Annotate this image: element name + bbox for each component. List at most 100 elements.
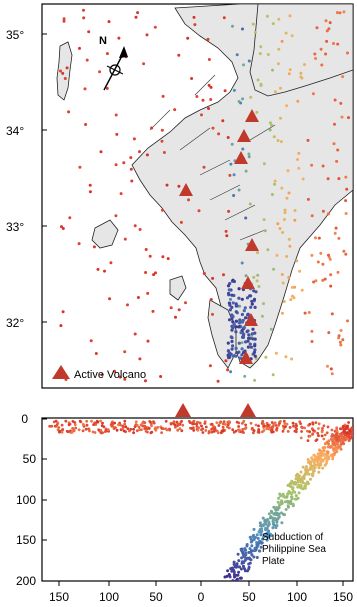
earthquake-dot [192, 15, 196, 19]
earthquake-dot [143, 421, 147, 424]
earthquake-dot [187, 198, 190, 202]
earthquake-dot [138, 357, 142, 361]
earthquake-dot [290, 357, 294, 361]
earthquake-dot [239, 430, 243, 434]
earthquake-dot [281, 429, 285, 433]
earthquake-dot [297, 476, 301, 480]
earthquake-dot [319, 47, 323, 51]
earthquake-dot [134, 420, 138, 424]
earthquake-dot [77, 428, 81, 432]
earthquake-dot [67, 423, 71, 427]
earthquake-dot [188, 421, 192, 424]
earthquake-dot [129, 167, 133, 171]
earthquake-dot [351, 434, 353, 438]
earthquake-dot [92, 245, 96, 249]
earthquake-dot [176, 428, 180, 432]
earthquake-dot [226, 423, 230, 427]
earthquake-dot [229, 370, 233, 374]
volcano-icon [241, 276, 255, 289]
earthquake-dot [197, 426, 201, 430]
earthquake-dot [262, 162, 266, 166]
earthquake-dot [305, 472, 309, 476]
earthquake-dot [326, 177, 330, 181]
earthquake-dot [150, 424, 153, 428]
earthquake-dot [307, 311, 311, 314]
earthquake-dot [296, 158, 299, 161]
earthquake-dot [345, 187, 349, 191]
earthquake-dot [143, 425, 147, 428]
earthquake-dot [222, 420, 226, 423]
earthquake-dot [303, 426, 306, 430]
earthquake-dot [242, 553, 246, 557]
earthquake-dot [218, 421, 222, 425]
earthquake-dot [215, 421, 219, 424]
earthquake-dot [147, 427, 151, 430]
earthquake-dot [72, 429, 76, 433]
earthquake-dot [265, 14, 269, 18]
earthquake-dot [325, 39, 329, 43]
earthquake-dot [335, 11, 339, 15]
earthquake-dot [237, 425, 241, 428]
earthquake-dot [297, 491, 301, 495]
earthquake-dot [339, 101, 343, 105]
north-arrow-icon: N [99, 35, 128, 91]
earthquake-dot [227, 291, 231, 295]
earthquake-dot [84, 123, 88, 126]
earthquake-dot [150, 126, 154, 130]
earthquake-dot [250, 302, 254, 306]
earthquake-dot [53, 424, 57, 428]
distance-label-6: 100 [287, 590, 307, 604]
earthquake-dot [273, 182, 277, 186]
earthquake-dot [293, 218, 297, 222]
earthquake-dot [83, 87, 87, 91]
earthquake-dot [216, 379, 220, 383]
earthquake-dot [237, 325, 241, 329]
earthquake-dot [306, 439, 310, 442]
earthquake-dot [232, 560, 236, 564]
earthquake-dot [345, 431, 349, 435]
earthquake-dot [96, 267, 100, 271]
earthquake-dot [249, 537, 253, 541]
earthquake-dot [96, 420, 100, 424]
earthquake-dot [271, 68, 274, 72]
distance-label-7: 150 [333, 590, 353, 604]
earthquake-dot [334, 445, 338, 449]
earthquake-dot [246, 345, 250, 349]
earthquake-dot [297, 474, 301, 478]
earthquake-dot [313, 454, 317, 458]
earthquake-dot [226, 353, 230, 357]
earthquake-dot [344, 199, 348, 203]
earthquake-dot [235, 351, 239, 355]
earthquake-dot [210, 430, 214, 434]
earthquake-dot [226, 136, 230, 139]
earthquake-dot [99, 419, 102, 423]
koshiki-islands [169, 275, 187, 301]
earthquake-dot [277, 505, 281, 509]
earthquake-dot [246, 339, 250, 343]
earthquake-dot [224, 229, 228, 233]
earthquake-dot [244, 169, 248, 173]
earthquake-dot [245, 544, 249, 548]
earthquake-dot [192, 419, 196, 423]
earthquake-dot [221, 425, 225, 429]
earthquake-dot [264, 526, 268, 530]
earthquake-dot [58, 429, 62, 433]
earthquake-dot [162, 151, 166, 154]
earthquake-dot [320, 430, 324, 434]
section-panel: 0 50 100 150 200 150 100 50 0 50 100 150… [16, 403, 354, 604]
earthquake-dot [288, 68, 292, 72]
earthquake-dot [323, 456, 327, 460]
earthquake-dot [247, 333, 251, 337]
earthquake-dot [201, 431, 205, 434]
earthquake-dot [317, 470, 321, 474]
earthquake-dot [242, 431, 245, 434]
earthquake-dot [161, 427, 165, 430]
earthquake-dot [326, 364, 329, 368]
earthquake-dot [245, 296, 250, 300]
earthquake-dot [331, 455, 335, 459]
legend-label: Active Volcano [74, 369, 146, 381]
earthquake-dot [312, 469, 315, 473]
earthquake-dot [324, 52, 328, 56]
earthquake-dot [275, 507, 279, 511]
earthquake-dot [290, 492, 294, 496]
